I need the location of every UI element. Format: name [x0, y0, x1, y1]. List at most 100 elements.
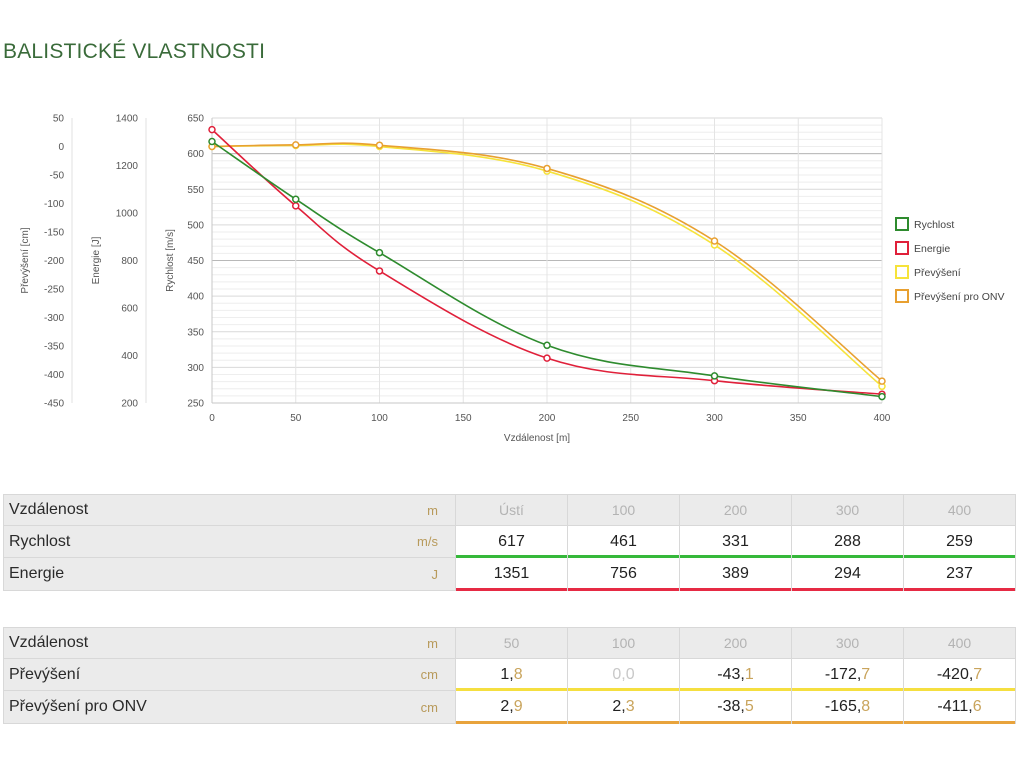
- table-cell: -420,7: [903, 658, 1016, 691]
- x-tick-label: 200: [539, 413, 556, 424]
- row-label: Převýšení pro ONV: [3, 690, 384, 724]
- table-cell: 259: [903, 525, 1016, 558]
- row-color-bar: [568, 721, 679, 724]
- row-label: Vzdálenost: [3, 494, 384, 526]
- table-cell: 237: [903, 557, 1016, 591]
- x-tick-label: 100: [371, 413, 388, 424]
- ballistics-chart: 0 50 100 150 200 250 300 350 400 Vzdálenost [m] 25…: [20, 114, 1004, 445]
- column-header: 200: [679, 494, 792, 526]
- column-header: 100: [567, 627, 680, 659]
- legend-swatch: [895, 241, 909, 255]
- data-point: [878, 377, 886, 385]
- y-tick-label: 200: [121, 399, 138, 410]
- table-cell: 1351: [455, 557, 568, 591]
- row-color-bar: [568, 555, 679, 558]
- y-tick-label: -400: [44, 370, 64, 381]
- row-label: Vzdálenost: [3, 627, 384, 659]
- table-velocity-energy: Vzdálenost m Ústí 100 200 300 400 Rychlost m/s 61…: [3, 494, 1016, 591]
- row-color-bar: [456, 555, 567, 558]
- column-header: 300: [791, 627, 904, 659]
- row-color-bar: [680, 555, 791, 558]
- column-header: 300: [791, 494, 904, 526]
- table-cell: -165,8: [791, 690, 904, 724]
- x-tick-label: 250: [622, 413, 639, 424]
- y-tick-label: -250: [44, 285, 64, 296]
- table-cell: 756: [567, 557, 680, 591]
- row-unit: m: [383, 494, 456, 526]
- row-unit: J: [383, 557, 456, 591]
- data-point: [543, 354, 551, 362]
- x-axis-label: Vzdálenost [m]: [504, 433, 570, 444]
- table-drop: Vzdálenost m 50 100 200 300 400 Převýšení cm 1,8 0…: [3, 627, 1016, 724]
- data-point: [292, 195, 300, 203]
- data-point: [710, 237, 719, 245]
- table-cell: 0,0: [567, 658, 680, 691]
- row-color-bar: [904, 588, 1015, 591]
- row-color-bar: [904, 688, 1015, 691]
- table-cell: -172,7: [791, 658, 904, 691]
- row-color-bar: [456, 588, 567, 591]
- table-cell: 288: [791, 525, 904, 558]
- row-color-bar: [456, 688, 567, 691]
- row-label: Energie: [3, 557, 384, 591]
- table-cell: 294: [791, 557, 904, 591]
- table-row: Energie J 1351 756 389 294 237: [3, 557, 1016, 591]
- column-header: 100: [567, 494, 680, 526]
- data-point: [208, 125, 216, 134]
- y-tick-label: 0: [58, 142, 64, 153]
- y-tick-label: 400: [187, 292, 204, 303]
- column-header: 200: [679, 627, 792, 659]
- table-cell: 2,3: [567, 690, 680, 724]
- legend-swatch: [895, 289, 909, 303]
- data-point: [375, 141, 384, 149]
- y-axis-label: Převýšení [cm]: [20, 227, 31, 293]
- y-tick-label: 800: [121, 256, 138, 267]
- y-tick-label: 250: [187, 399, 204, 410]
- table-cell: 2,9: [455, 690, 568, 724]
- x-tick-label: 300: [706, 413, 723, 424]
- legend-label: Rychlost: [914, 219, 954, 231]
- row-color-bar: [792, 588, 903, 591]
- y-tick-label: 350: [187, 327, 204, 338]
- page-title: BALISTICKÉ VLASTNOSTI: [3, 40, 266, 63]
- table-row: Převýšení pro ONV cm 2,9 2,3 -38,5 -165,8 -411…: [3, 690, 1016, 724]
- row-unit: cm: [383, 690, 456, 724]
- y-tick-label: -200: [44, 256, 64, 267]
- data-point: [878, 392, 886, 401]
- table-cell: 389: [679, 557, 792, 591]
- data-point: [375, 267, 384, 275]
- y-tick-label: 300: [187, 363, 204, 374]
- column-header: 400: [903, 627, 1016, 659]
- table-header-row: Vzdálenost m 50 100 200 300 400: [3, 627, 1016, 659]
- table-cell: 617: [455, 525, 568, 558]
- y-tick-label: -300: [44, 313, 64, 324]
- x-tick-label: 50: [290, 413, 302, 424]
- row-color-bar: [680, 721, 791, 724]
- row-color-bar: [456, 721, 567, 724]
- table-cell: 461: [567, 525, 680, 558]
- row-color-bar: [904, 555, 1015, 558]
- x-tick-label: 350: [790, 413, 807, 424]
- table-cell: -43,1: [679, 658, 792, 691]
- data-point: [375, 248, 384, 257]
- y-tick-label: 650: [187, 114, 204, 125]
- y-tick-label: 1000: [116, 209, 139, 220]
- y-tick-label: 50: [53, 114, 65, 125]
- table-cell: 331: [679, 525, 792, 558]
- y-tick-label: 600: [187, 149, 204, 160]
- row-unit: m: [383, 627, 456, 659]
- y-tick-label: 1200: [116, 161, 139, 172]
- y-axis-label: Rychlost [m/s]: [165, 229, 176, 292]
- row-color-bar: [680, 588, 791, 591]
- row-color-bar: [568, 588, 679, 591]
- legend-swatch: [895, 265, 909, 279]
- row-label: Převýšení: [3, 658, 384, 691]
- y-tick-label: 1400: [116, 114, 139, 125]
- x-tick-label: 0: [209, 413, 215, 424]
- data-point: [543, 164, 551, 173]
- row-color-bar: [904, 721, 1015, 724]
- y-tick-label: 400: [121, 351, 138, 362]
- y-tick-label: 550: [187, 185, 204, 196]
- column-header: Ústí: [455, 494, 568, 526]
- row-color-bar: [792, 688, 903, 691]
